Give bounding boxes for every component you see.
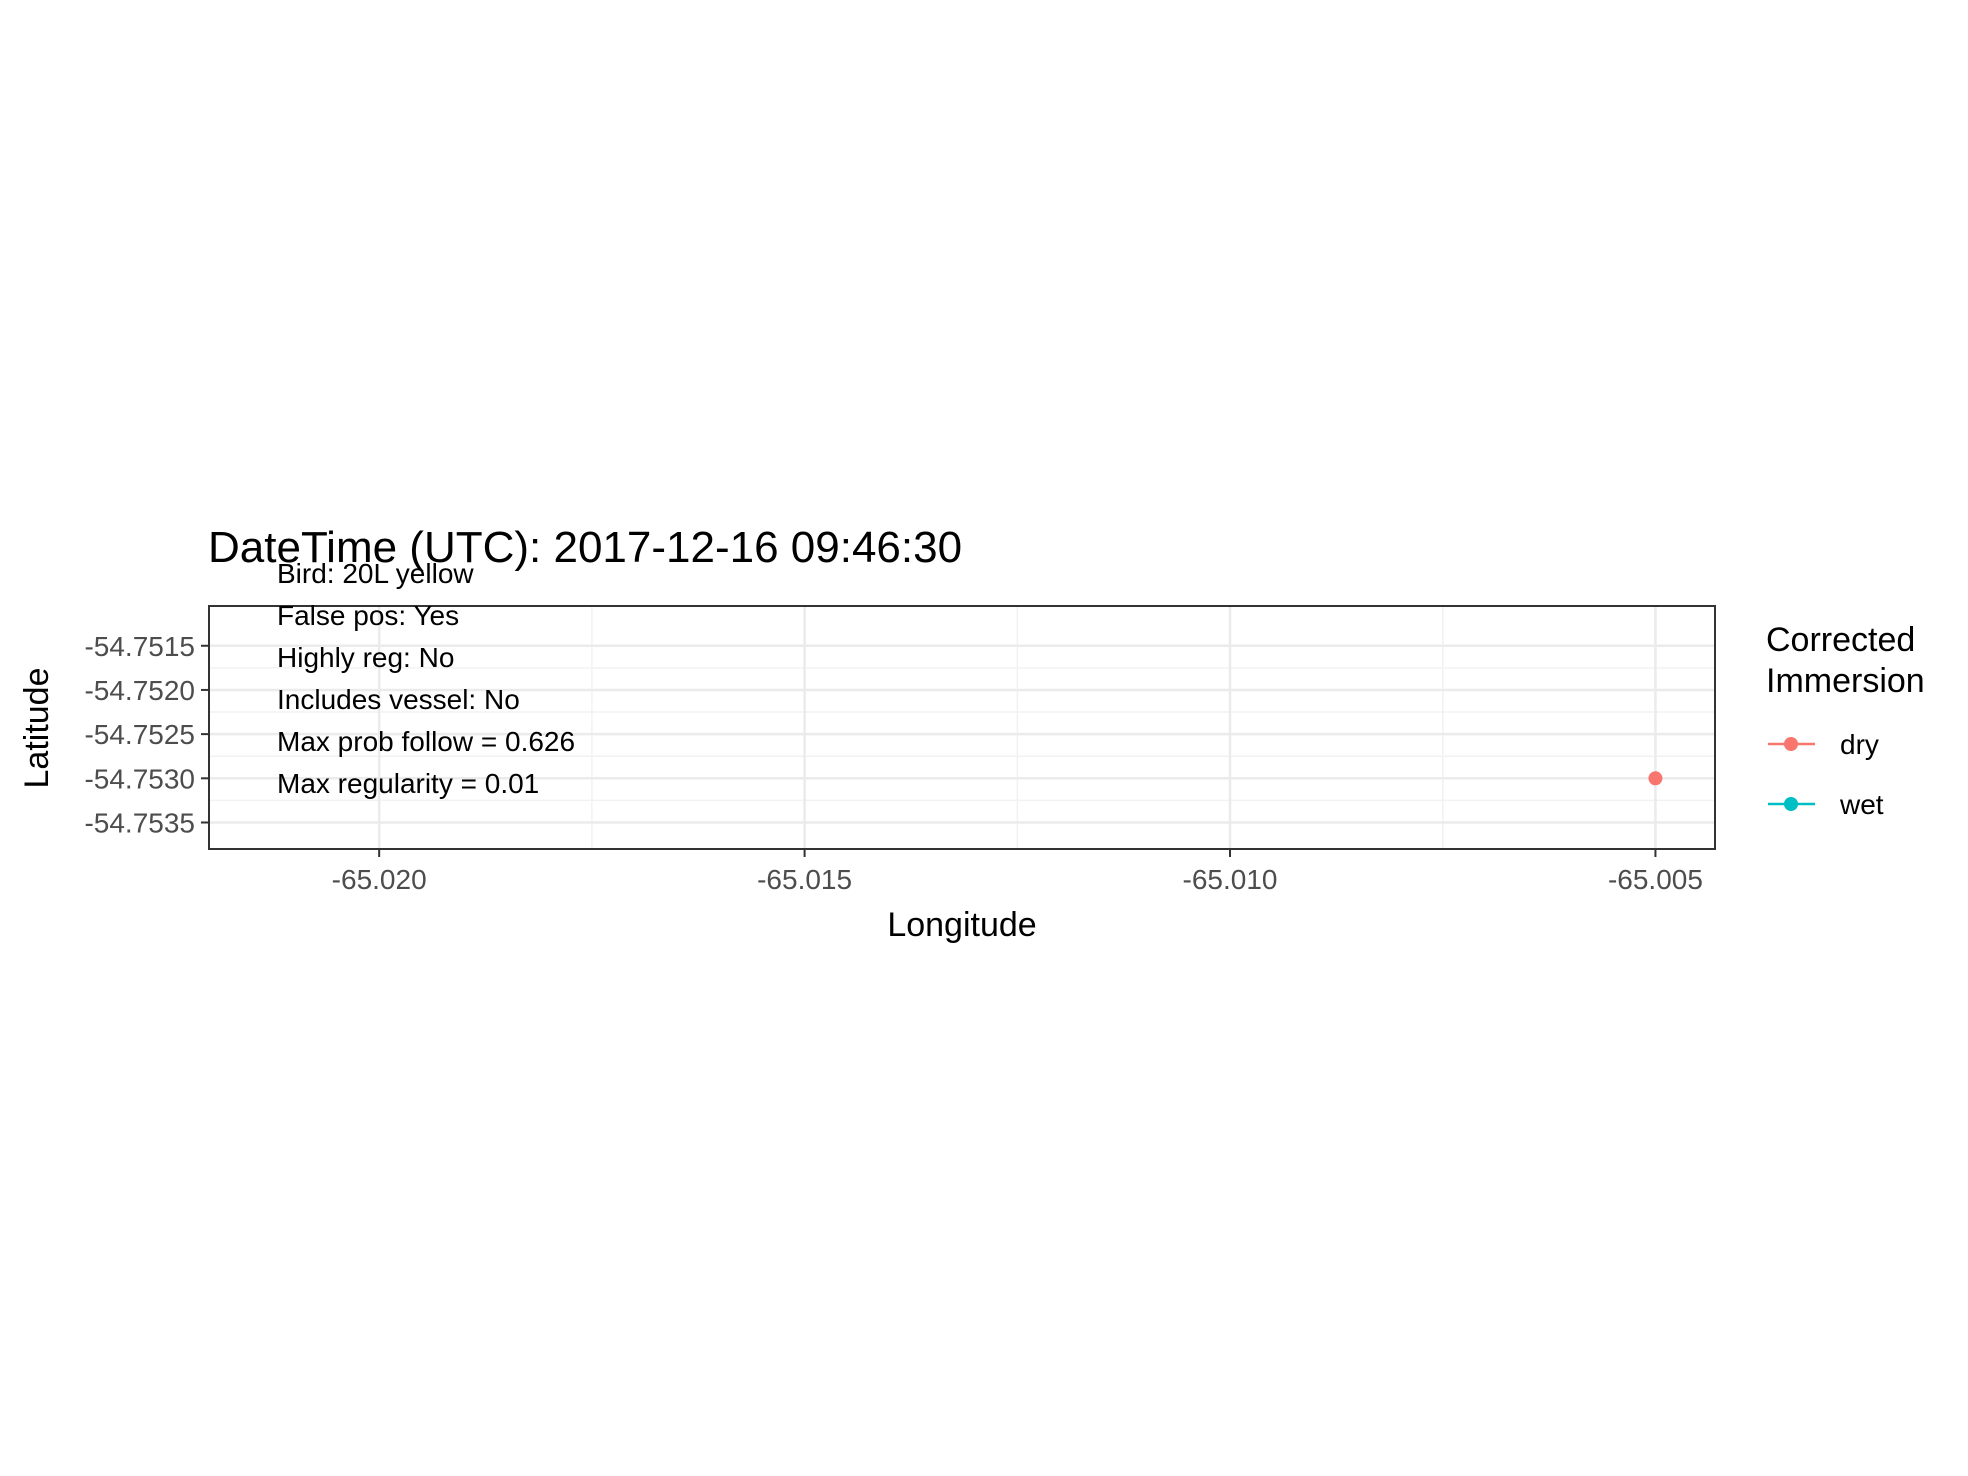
annotation-line: Highly reg: No [277,642,454,673]
y-tick-label: -54.7520 [84,675,195,706]
x-tick-label: -65.005 [1608,864,1703,895]
annotation-line: False pos: Yes [277,600,459,631]
legend-label-wet: wet [1839,789,1884,820]
annotation-block: Bird: 20L yellow False pos: Yes Highly reg… [277,558,575,799]
x-tick-label: -65.015 [757,864,852,895]
annotation-line: Includes vessel: No [277,684,520,715]
x-tick-label: -65.020 [332,864,427,895]
data-points [1648,771,1663,786]
legend-label-dry: dry [1840,729,1879,760]
legend-key-point-dry [1784,737,1798,751]
y-axis-label: Latitude [18,668,56,789]
data-point-dry [1648,771,1663,786]
y-tick-label: -54.7515 [84,631,195,662]
annotation-line: Max prob follow = 0.626 [277,726,575,757]
y-tick-label: -54.7535 [84,807,195,838]
legend-title-line-2: Immersion [1766,662,1925,700]
legend: Corrected Immersion dry wet [1766,621,1925,820]
x-axis-ticks: -65.020 -65.015 -65.010 -65.005 [332,849,1703,895]
legend-key-point-wet [1784,797,1798,811]
grid-lines [209,606,1715,849]
annotation-line: Max regularity = 0.01 [277,768,539,799]
plot-panel-border [208,605,1716,850]
legend-title-line-1: Corrected [1766,621,1915,659]
annotation-line: Bird: 20L yellow [277,558,474,589]
y-tick-label: -54.7525 [84,719,195,750]
y-axis-ticks: -54.7515 -54.7520 -54.7525 -54.7530 -54.7535 [84,631,209,838]
x-tick-label: -65.010 [1183,864,1278,895]
chart-title: DateTime (UTC): 2017-12-16 09:46:30 [208,523,962,572]
x-axis-label: Longitude [887,906,1036,944]
y-tick-label: -54.7530 [84,763,195,794]
